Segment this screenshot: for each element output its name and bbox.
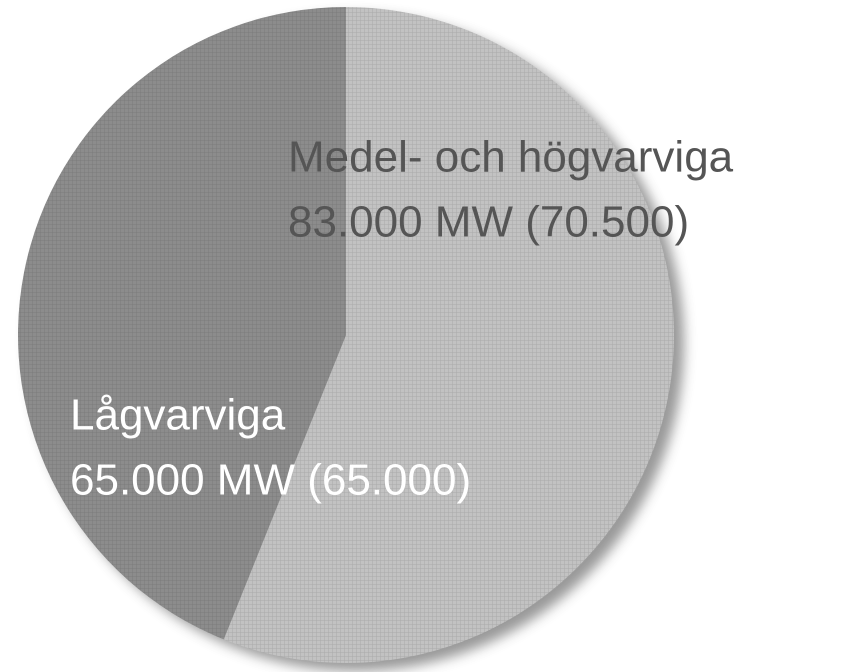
slice-texture [223, 7, 674, 664]
slice-value-label: 65.000 MW (65.000) [70, 456, 471, 505]
slice-label: Lågvarviga [70, 391, 286, 440]
slice-value-label: 83.000 MW (70.500) [288, 198, 689, 247]
slice-texture [18, 7, 346, 640]
slice-label: Medel- och högvarviga [288, 133, 734, 182]
